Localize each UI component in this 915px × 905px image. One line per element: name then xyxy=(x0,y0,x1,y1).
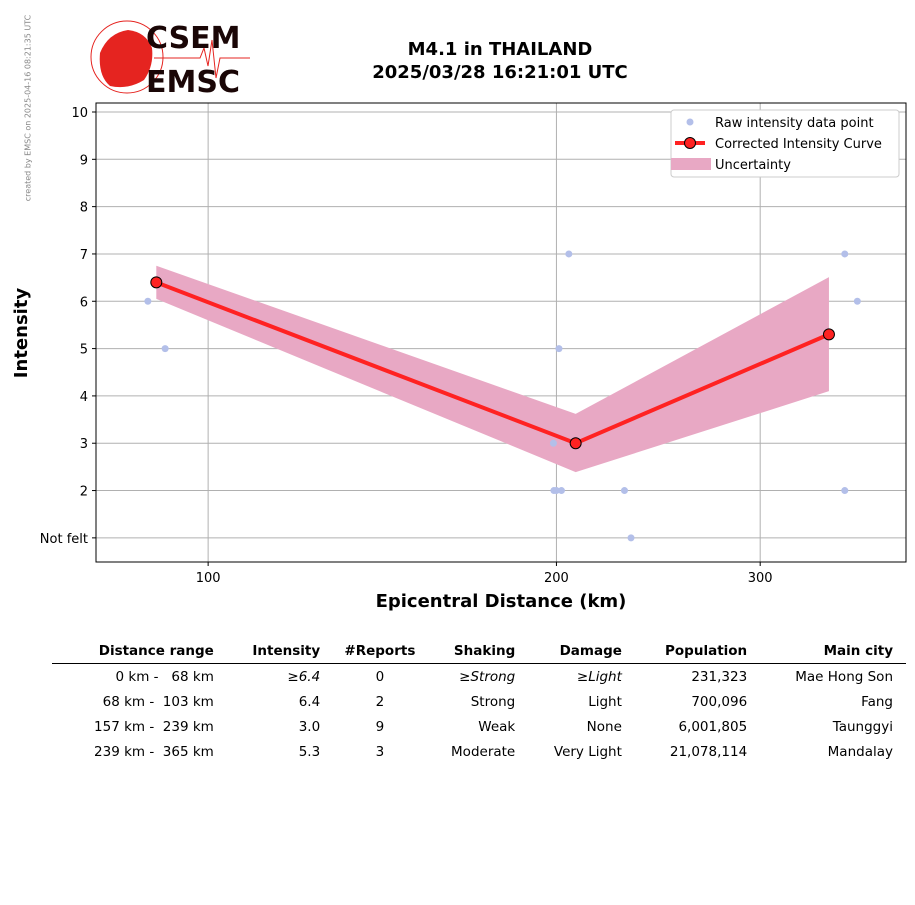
x-tick-label: 100 xyxy=(196,571,221,586)
legend-raw-label: Raw intensity data point xyxy=(715,116,874,131)
raw-data-point xyxy=(620,487,628,495)
legend-curve-marker xyxy=(684,137,696,149)
svg-text:CSEM: CSEM xyxy=(146,21,241,56)
cell-city: Mae Hong Son xyxy=(795,668,893,685)
raw-data-point xyxy=(841,487,849,495)
svg-text:EMSC: EMSC xyxy=(146,65,240,98)
cell-intensity: 6.4 xyxy=(298,693,321,710)
col-main-city: Main city xyxy=(760,640,906,664)
y-axis-label: Intensity xyxy=(11,288,32,379)
cell-reports: 9 xyxy=(375,718,385,735)
table-row: 68 km - 103 km 6.4 2 Strong Light 700,096 Fang xyxy=(52,689,906,714)
curve-marker xyxy=(150,276,163,289)
cell-damage: Light xyxy=(588,693,622,710)
y-tick-label: Not felt xyxy=(40,532,88,547)
col-reports: #Reports xyxy=(333,640,427,664)
cell-damage: ≥Light xyxy=(576,668,622,685)
legend-band-swatch xyxy=(671,158,711,170)
y-tick-label: 6 xyxy=(80,295,88,310)
raw-data-point xyxy=(557,487,565,495)
table-row: 239 km - 365 km 5.3 3 Moderate Very Light 21,… xyxy=(52,739,906,764)
summary-table: Distance range Intensity #Reports Shakin… xyxy=(52,640,906,764)
cell-shaking: Strong xyxy=(470,693,516,710)
cell-reports: 2 xyxy=(375,693,385,710)
legend-curve-label: Corrected Intensity Curve xyxy=(715,137,882,152)
cell-intensity: 5.3 xyxy=(298,743,321,760)
emsc-logo: CSEM EMSC xyxy=(90,20,250,98)
x-axis-label: Epicentral Distance (km) xyxy=(376,591,627,612)
raw-data-point xyxy=(555,345,563,353)
legend-band-label: Uncertainty xyxy=(715,158,791,173)
cell-damage: None xyxy=(586,718,622,735)
cell-population: 6,001,805 xyxy=(678,718,748,735)
chart-title: M4.1 in THAILAND 2025/03/28 16:21:01 UTC xyxy=(300,38,700,84)
raw-data-point xyxy=(552,487,560,495)
cell-distance: 68 km - 103 km xyxy=(102,693,214,710)
cell-city: Fang xyxy=(861,693,893,710)
x-tick-label: 200 xyxy=(544,571,569,586)
col-intensity: Intensity xyxy=(226,640,334,664)
title-datetime: 2025/03/28 16:21:01 UTC xyxy=(372,62,628,83)
legend-box xyxy=(670,109,900,178)
cell-city: Taunggyi xyxy=(832,718,893,735)
cell-distance: 157 km - 239 km xyxy=(94,718,214,735)
table-header-row: Distance range Intensity #Reports Shakin… xyxy=(52,640,906,664)
raw-data-point xyxy=(841,250,849,258)
raw-data-point xyxy=(549,439,557,447)
raw-data-point xyxy=(144,297,152,305)
plot-frame xyxy=(95,102,907,563)
y-tick-label: 7 xyxy=(80,248,88,263)
cell-population: 231,323 xyxy=(691,668,748,685)
y-tick-label: 9 xyxy=(80,153,88,168)
y-tick-label: 8 xyxy=(80,201,88,216)
y-tick-label: 4 xyxy=(80,390,88,405)
cell-city: Mandalay xyxy=(827,743,893,760)
raw-data-point xyxy=(161,345,169,353)
cell-distance: 239 km - 365 km xyxy=(94,743,214,760)
raw-data-point xyxy=(627,534,635,542)
raw-data-point xyxy=(565,250,573,258)
legend-raw-marker xyxy=(686,118,694,126)
x-tick-label: 300 xyxy=(748,571,773,586)
uncertainty-band xyxy=(156,265,829,473)
intensity-chart: Not felt 2 3 4 5 6 7 8 9 10 100 200 300 Epicentral Di… xyxy=(11,102,907,612)
cell-intensity: 3.0 xyxy=(298,718,321,735)
cell-intensity: ≥6.4 xyxy=(287,668,321,685)
raw-data-point xyxy=(853,297,861,305)
table-row: 157 km - 239 km 3.0 9 Weak None 6,001,805 Taun… xyxy=(52,714,906,739)
cell-distance: 0 km - 68 km xyxy=(115,668,214,685)
col-distance: Distance range xyxy=(52,640,227,664)
cell-shaking: Weak xyxy=(478,718,516,735)
cell-population: 21,078,114 xyxy=(669,743,748,760)
col-population: Population xyxy=(634,640,761,664)
col-damage: Damage xyxy=(528,640,635,664)
cell-shaking: Moderate xyxy=(451,743,516,760)
curve-marker xyxy=(822,328,835,341)
cell-shaking: ≥Strong xyxy=(459,668,516,685)
table-row: 0 km - 68 km ≥6.4 0 ≥Strong ≥Light 231,323 Mae… xyxy=(52,664,906,690)
y-tick-label: 10 xyxy=(71,106,88,121)
col-shaking: Shaking xyxy=(426,640,529,664)
y-tick-label: 5 xyxy=(80,343,88,358)
cell-reports: 3 xyxy=(375,743,385,760)
cell-reports: 0 xyxy=(375,668,385,685)
title-event: M4.1 in THAILAND xyxy=(407,39,593,60)
cell-population: 700,096 xyxy=(691,693,748,710)
y-tick-label: 2 xyxy=(80,485,88,500)
y-tick-label: 3 xyxy=(80,437,88,452)
curve-marker xyxy=(569,437,582,450)
cell-damage: Very Light xyxy=(553,743,622,760)
